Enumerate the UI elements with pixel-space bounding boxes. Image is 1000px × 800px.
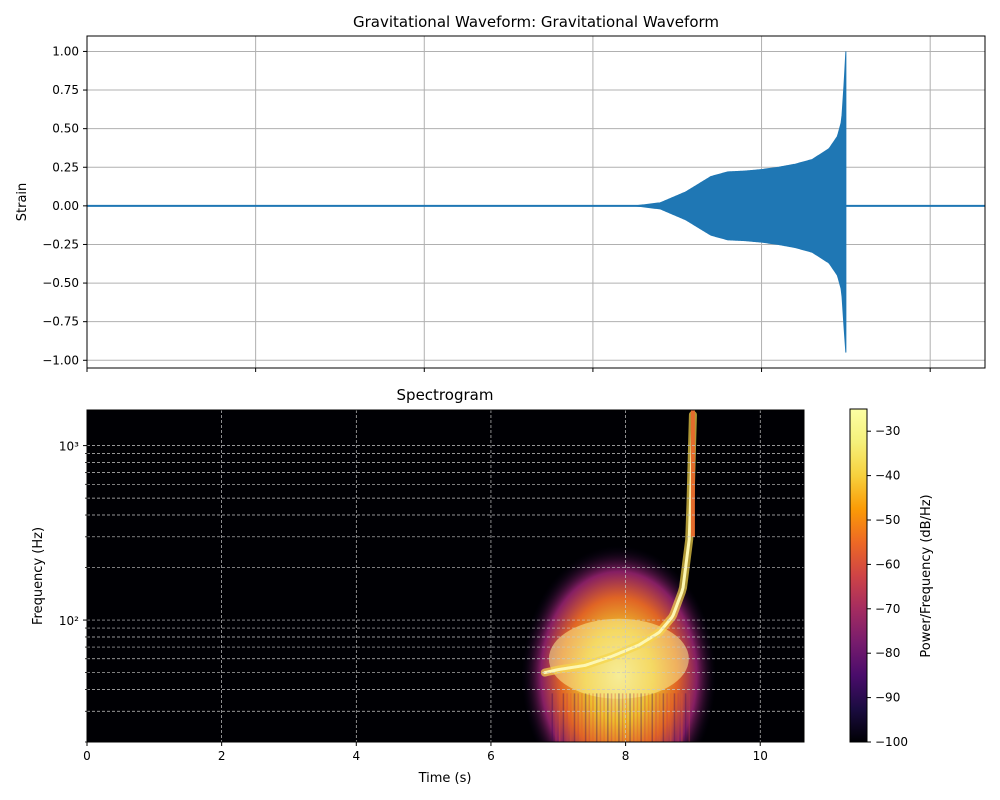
spectrogram-streak — [566, 693, 568, 742]
spectrogram-streak — [614, 693, 616, 742]
waveform-y-tick-label: −1.00 — [42, 353, 79, 367]
waveform-x-ticks — [86, 368, 931, 372]
spectrogram-frame — [86, 409, 805, 743]
spectrogram-streak — [647, 693, 650, 742]
spectrogram-streak — [640, 693, 642, 742]
spectrogram-streak — [651, 693, 654, 742]
spectrogram-streak — [644, 693, 646, 742]
spectrogram-x-tick-label: 4 — [352, 749, 360, 763]
waveform-y-tick-label: 0.75 — [52, 83, 79, 97]
spectrogram-x-tick-label: 8 — [622, 749, 630, 763]
spectrogram-streak — [581, 693, 583, 742]
waveform-y-tick-label: 1.00 — [52, 44, 79, 58]
waveform-y-tick-label: 0.25 — [52, 160, 79, 174]
colorbar-tick-label: −50 — [875, 513, 900, 527]
spectrogram-x-tick-label: 10 — [753, 749, 768, 763]
colorbar-tick-label: −30 — [875, 424, 900, 438]
spectrogram-streak — [603, 693, 605, 742]
spectrogram-streak — [584, 693, 587, 742]
colorbar-tick-label: −80 — [875, 646, 900, 660]
spectrogram-x-label: Time (s) — [418, 771, 472, 786]
spectrogram-streak — [666, 693, 668, 742]
spectrogram-x-tick-label: 0 — [83, 749, 91, 763]
colorbar-ticks: −30 −40 −50 −60 −70 −80 −90 −100 — [867, 424, 908, 749]
spectrogram-streak — [618, 693, 620, 742]
spectrogram-y-tick-label: 10³ — [59, 440, 79, 454]
spectrogram-x-ticks: 0 2 4 6 8 10 — [83, 742, 768, 763]
spectrogram-streak — [677, 693, 679, 742]
spectrogram-streak — [570, 693, 572, 742]
waveform-series — [87, 51, 985, 353]
colorbar-tick-label: −60 — [875, 557, 900, 571]
waveform-y-tick-label: −0.75 — [42, 315, 79, 329]
colorbar-tick-label: −100 — [875, 735, 908, 749]
waveform-y-tick-label: 0.00 — [52, 199, 79, 213]
waveform-y-label: Strain — [15, 183, 30, 222]
spectrogram-streak — [558, 693, 561, 742]
spectrogram-streak — [592, 693, 594, 742]
waveform-grid — [86, 36, 985, 368]
spectrogram-merger-spike — [690, 410, 695, 537]
colorbar-tick-label: −40 — [875, 469, 900, 483]
colorbar: −30 −40 −50 −60 −70 −80 −90 −100 Power/Frequenc… — [849, 408, 934, 749]
spectrogram-x-tick-label: 2 — [218, 749, 226, 763]
spectrogram-grid — [86, 410, 804, 743]
spectrogram-streak — [595, 693, 598, 742]
spectrogram-streak — [625, 693, 628, 742]
spectrogram-streak — [555, 693, 557, 742]
spectrogram-streak — [688, 693, 691, 742]
waveform-y-tick-label: −0.25 — [42, 237, 79, 251]
waveform-y-tick-label: 0.50 — [52, 122, 79, 136]
spectrogram-streak — [670, 693, 672, 742]
spectrogram-streak — [684, 693, 687, 742]
spectrogram-streak — [681, 693, 683, 742]
waveform-y-tick-label: −0.50 — [42, 276, 79, 290]
spectrogram-y-tick-label: 10² — [59, 614, 79, 628]
spectrogram-heatmap — [521, 410, 717, 742]
spectrogram-streak — [658, 693, 661, 742]
colorbar-tick-label: −70 — [875, 602, 900, 616]
spectrogram-streak — [577, 693, 579, 742]
waveform-envelope — [635, 51, 847, 353]
spectrogram-streak — [621, 693, 624, 742]
colorbar-tick-label: −90 — [875, 691, 900, 705]
spectrogram-panel: Spectrogram 0 2 4 6 8 10 10² 10³ Time (s) Freq… — [31, 386, 805, 786]
colorbar-gradient — [849, 408, 868, 743]
spectrogram-streak — [573, 693, 576, 742]
spectrogram-x-tick-label: 6 — [487, 749, 495, 763]
spectrogram-streak — [655, 693, 657, 742]
waveform-title: Gravitational Waveform: Gravitational Wa… — [353, 13, 719, 31]
spectrogram-streak — [551, 693, 554, 742]
colorbar-label: Power/Frequency (dB/Hz) — [919, 494, 934, 657]
spectrogram-streak — [629, 693, 631, 742]
spectrogram-y-ticks: 10² 10³ — [59, 440, 87, 743]
spectrogram-streak — [662, 693, 665, 742]
spectrogram-y-label: Frequency (Hz) — [31, 527, 46, 625]
spectrogram-chirp-track — [543, 413, 695, 675]
waveform-y-ticks: 1.00 0.75 0.50 0.25 0.00 −0.25 −0.50 −0.75 −1.00 — [42, 44, 87, 367]
spectrogram-streak — [562, 693, 565, 742]
waveform-panel: Gravitational Waveform: Gravitational Wa… — [15, 13, 986, 372]
spectrogram-streak — [610, 693, 613, 742]
spectrogram-streak — [599, 693, 602, 742]
waveform-frame — [86, 35, 986, 369]
spectrogram-streak — [607, 693, 609, 742]
spectrogram-streak — [588, 693, 591, 742]
spectrogram-streak — [636, 693, 639, 742]
spectrogram-streak — [673, 693, 676, 742]
spectrogram-title: Spectrogram — [397, 386, 494, 404]
spectrogram-streak — [632, 693, 635, 742]
